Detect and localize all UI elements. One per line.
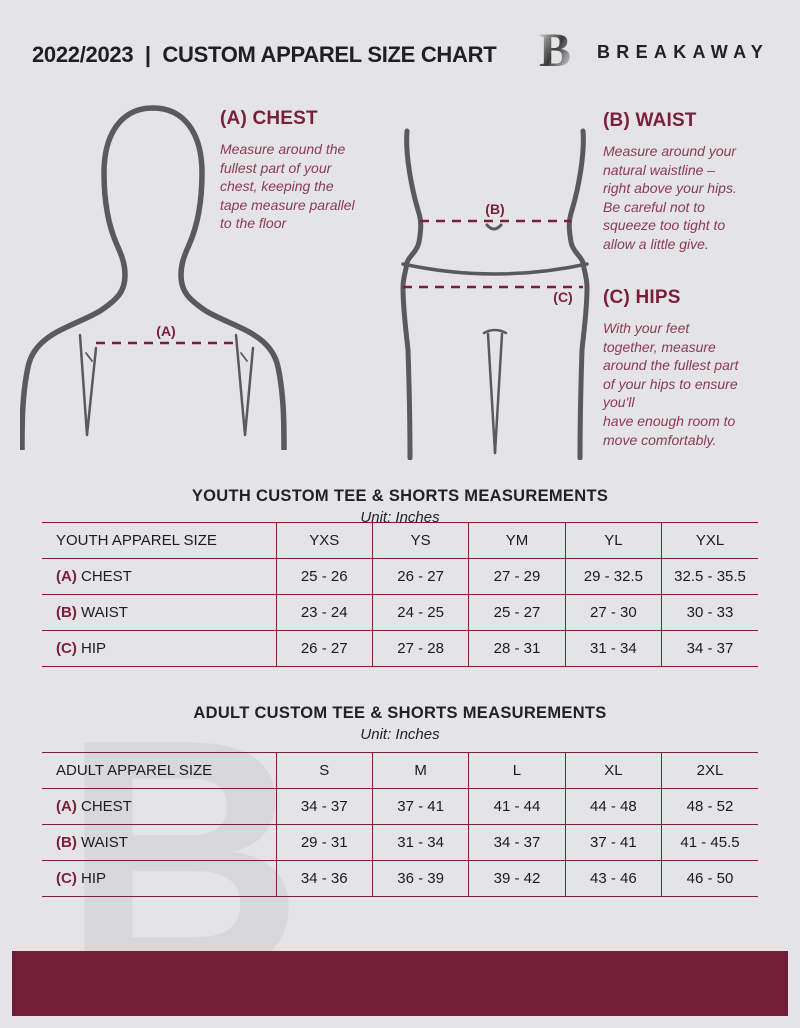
svg-text:(A): (A) [156, 323, 175, 339]
svg-text:(B): (B) [485, 201, 504, 217]
svg-text:B: B [539, 26, 571, 77]
svg-text:(C): (C) [553, 289, 572, 305]
